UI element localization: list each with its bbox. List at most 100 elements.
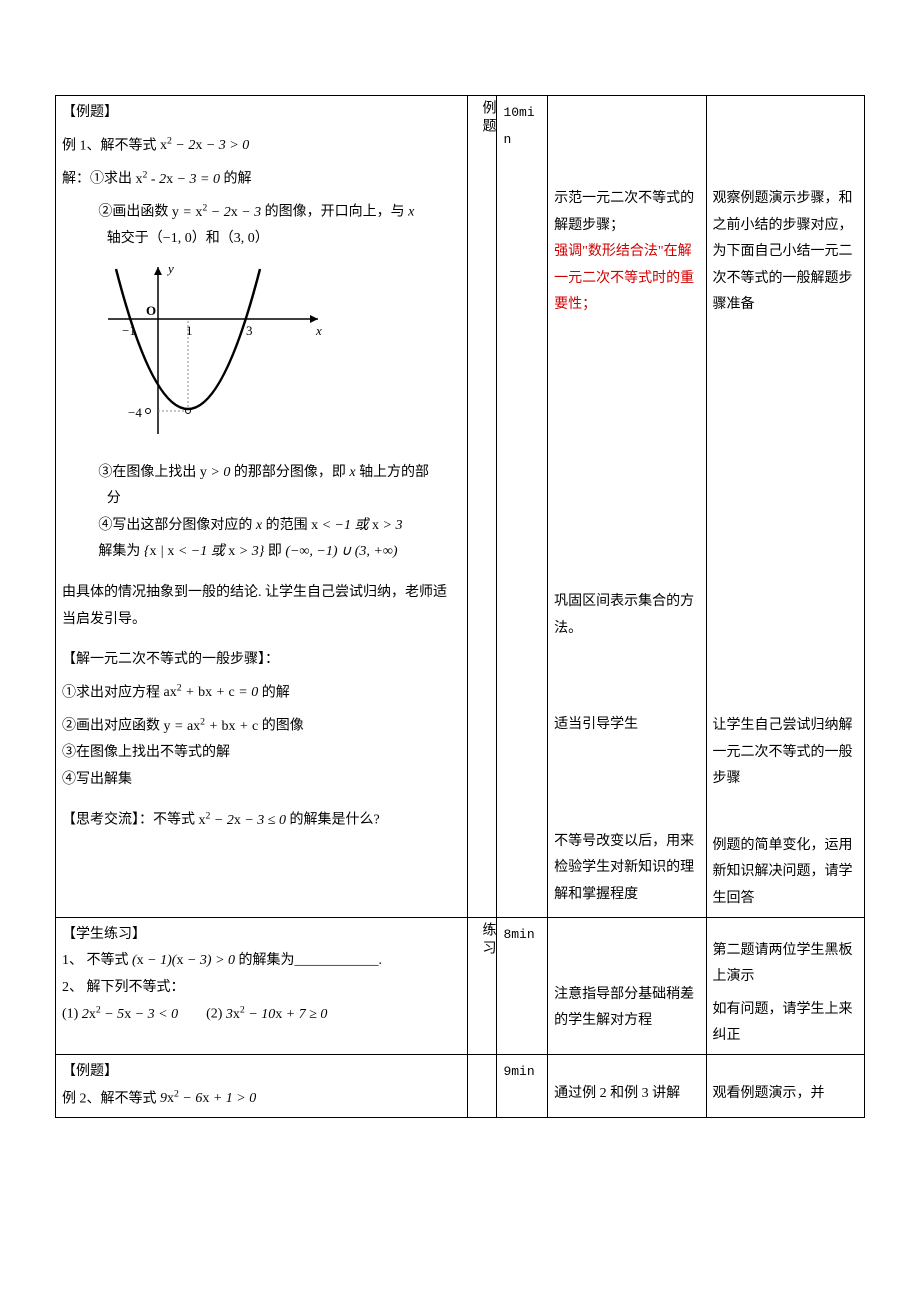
text: 【思考交流】：不等式 bbox=[62, 813, 199, 828]
example-2: 例 2、解不等式 9x2 − 6x + 1 > 0 bbox=[62, 1086, 461, 1113]
document-page: 【例题】 例 1、解不等式 x2 − 2x − 3 > 0 解：①求出 x2 -… bbox=[0, 0, 920, 1158]
student-note: 例题的简单变化，运用新知识解决问题，请学生回答 bbox=[713, 833, 858, 913]
student-note: 让学生自己尝试归纳解一元二次不等式的一般步骤 bbox=[713, 713, 858, 793]
text: (2) bbox=[206, 1007, 226, 1022]
text: ④写出这部分图像对应的 bbox=[98, 518, 256, 533]
math-expr: 3x2 − 10x + 7 ≥ 0 bbox=[226, 1007, 328, 1022]
x-axis-label: x bbox=[315, 323, 322, 338]
math-expr: ax2 + bx + c = 0 bbox=[164, 685, 259, 700]
general-steps-header: 【解一元二次不等式的一般步骤】： bbox=[62, 647, 461, 674]
svg-text:3: 3 bbox=[246, 323, 253, 338]
text: 轴交于（−1, 0）和（3, 0） bbox=[62, 226, 461, 253]
time-cell: 9min bbox=[497, 1054, 548, 1117]
text: 例 1、解不等式 bbox=[62, 138, 160, 153]
student-note: 第二题请两位学生黑板上演示 bbox=[713, 938, 858, 991]
text: 的图像，开口向上，与 bbox=[261, 205, 408, 220]
teacher-note: 示范一元二次不等式的解题步骤； bbox=[554, 186, 699, 239]
teacher-note: 不等号改变以后，用来检验学生对新知识的理解和掌握程度 bbox=[554, 829, 699, 909]
math-var: x bbox=[408, 205, 414, 220]
general-step-3: ③在图像上找出不等式的解 bbox=[62, 740, 461, 767]
time-cell: 8min bbox=[497, 917, 548, 1054]
text: 的解 bbox=[220, 172, 252, 187]
svg-text:1: 1 bbox=[186, 323, 193, 338]
math-expr: y = x2 − 2x − 3 bbox=[172, 205, 261, 220]
section-header: 【学生练习】 bbox=[62, 922, 461, 949]
teacher-note: 巩固区间表示集合的方法。 bbox=[554, 589, 699, 642]
phase-cell: 练习 bbox=[467, 917, 497, 1054]
student-cell: 第二题请两位学生黑板上演示 如有问题，请学生上来纠正 bbox=[706, 917, 864, 1054]
practice-q2: 2、 解下列不等式： bbox=[62, 975, 461, 1002]
text: 例 2、解不等式 bbox=[62, 1091, 160, 1106]
main-content-cell: 【例题】 例 2、解不等式 9x2 − 6x + 1 > 0 bbox=[56, 1054, 468, 1117]
example-1: 例 1、解不等式 x2 − 2x − 3 > 0 bbox=[62, 133, 461, 160]
text: 的解集为 bbox=[235, 953, 295, 968]
teacher-note: 通过例 2 和例 3 讲解 bbox=[554, 1081, 699, 1108]
text: 的范围 bbox=[262, 518, 311, 533]
general-step-1: ①求出对应方程 ax2 + bx + c = 0 的解 bbox=[62, 680, 461, 707]
time-label: 10min bbox=[503, 105, 534, 147]
math-interval: (−∞, −1) ∪ (3, +∞) bbox=[285, 544, 397, 559]
text: 轴上方的部 bbox=[356, 465, 430, 480]
student-cell: 观看例题演示，并 bbox=[706, 1054, 864, 1117]
section-header: 【例题】 bbox=[62, 1059, 461, 1086]
math-expr: x2 − 2x − 3 ≤ 0 bbox=[199, 813, 287, 828]
solution-step-2: ②画出函数 y = x2 − 2x − 3 的图像，开口向上，与 x 轴交于（−… bbox=[62, 199, 461, 253]
math-expr: x2 − 2x − 3 > 0 bbox=[160, 138, 249, 153]
teacher-cell: 通过例 2 和例 3 讲解 bbox=[548, 1054, 706, 1117]
table-row: 【例题】 例 2、解不等式 9x2 − 6x + 1 > 0 9min 通过例 … bbox=[56, 1054, 865, 1117]
teacher-cell: 注意指导部分基础稍差的学生解对方程 bbox=[548, 917, 706, 1054]
text: 的解 bbox=[258, 685, 290, 700]
blank-line: ____________. bbox=[295, 953, 383, 968]
student-note: 如有问题，请学生上来纠正 bbox=[713, 997, 858, 1050]
general-step-2: ②画出对应函数 y = ax2 + bx + c 的图像 bbox=[62, 713, 461, 740]
table-row: 【学生练习】 1、 不等式 (x − 1)(x − 3) > 0 的解集为___… bbox=[56, 917, 865, 1054]
solution-step-1: 解：①求出 x2 - 2x − 3 = 0 的解 bbox=[62, 166, 461, 193]
main-content-cell: 【例题】 例 1、解不等式 x2 − 2x − 3 > 0 解：①求出 x2 -… bbox=[56, 96, 468, 918]
solution-set: 解集为 {x | x < −1 或 x > 3} 即 (−∞, −1) ∪ (3… bbox=[62, 539, 461, 566]
svg-text:O: O bbox=[146, 303, 156, 318]
practice-q1: 1、 不等式 (x − 1)(x − 3) > 0 的解集为__________… bbox=[62, 948, 461, 975]
phase-label: 例题 bbox=[474, 100, 501, 136]
text: 解：①求出 bbox=[62, 172, 136, 187]
solution-step-4: ④写出这部分图像对应的 x 的范围 x < −1 或 x > 3 bbox=[62, 513, 461, 540]
abstract-note: 由具体的情况抽象到一般的结论. 让学生自己尝试归纳，老师适当启发引导。 bbox=[62, 580, 461, 633]
table-row: 【例题】 例 1、解不等式 x2 − 2x − 3 > 0 解：①求出 x2 -… bbox=[56, 96, 865, 918]
time-label: 8min bbox=[503, 927, 534, 942]
text: 的图像 bbox=[258, 719, 304, 734]
teacher-note: 注意指导部分基础稍差的学生解对方程 bbox=[554, 982, 699, 1035]
text: 解集为 bbox=[98, 544, 144, 559]
text: ②画出函数 bbox=[98, 205, 172, 220]
time-label: 9min bbox=[503, 1064, 534, 1079]
text: 1、 不等式 bbox=[62, 953, 132, 968]
student-cell: 观察例题演示步骤，和之前小结的步骤对应，为下面自己小结一元二次不等式的一般解题步… bbox=[706, 96, 864, 918]
parabola-graph: y x O −1 1 3 −4 bbox=[62, 259, 461, 450]
y-axis-label: y bbox=[166, 261, 174, 276]
text: 的那部分图像，即 bbox=[230, 465, 349, 480]
text: (1) bbox=[62, 1007, 82, 1022]
text: 分 bbox=[62, 486, 461, 513]
text: ③在图像上找出 bbox=[98, 465, 200, 480]
text: 即 bbox=[264, 544, 285, 559]
math-expr: (x − 1)(x − 3) > 0 bbox=[132, 953, 235, 968]
teacher-note: 适当引导学生 bbox=[554, 712, 699, 739]
lesson-table: 【例题】 例 1、解不等式 x2 − 2x − 3 > 0 解：①求出 x2 -… bbox=[55, 95, 865, 1118]
think-exchange: 【思考交流】：不等式 x2 − 2x − 3 ≤ 0 的解集是什么? bbox=[62, 807, 461, 834]
text: 的解集是什么? bbox=[286, 813, 380, 828]
text: ①求出对应方程 bbox=[62, 685, 164, 700]
math-expr: x2 - 2x − 3 = 0 bbox=[136, 172, 220, 187]
phase-cell bbox=[467, 1054, 497, 1117]
svg-text:−4: −4 bbox=[128, 405, 142, 420]
math-expr: 2x2 − 5x − 3 < 0 bbox=[82, 1007, 178, 1022]
practice-q2-items: (1) 2x2 − 5x − 3 < 0 (2) 3x2 − 10x + 7 ≥… bbox=[62, 1001, 461, 1028]
math-expr: x < −1 或 x > 3 bbox=[311, 518, 402, 533]
math-set: {x | x < −1 或 x > 3} bbox=[144, 544, 264, 559]
text: ②画出对应函数 bbox=[62, 719, 164, 734]
phase-label: 练习 bbox=[474, 922, 501, 958]
section-header: 【例题】 bbox=[62, 100, 461, 127]
teacher-note-emphasis: 强调"数形结合法"在解一元二次不等式时的重要性； bbox=[554, 239, 699, 319]
math-expr: y = ax2 + bx + c bbox=[164, 719, 259, 734]
math-expr: y > 0 bbox=[200, 465, 230, 480]
student-note: 观看例题演示，并 bbox=[713, 1081, 858, 1108]
student-note: 观察例题演示步骤，和之前小结的步骤对应，为下面自己小结一元二次不等式的一般解题步… bbox=[713, 186, 858, 319]
time-cell: 10min bbox=[497, 96, 548, 918]
